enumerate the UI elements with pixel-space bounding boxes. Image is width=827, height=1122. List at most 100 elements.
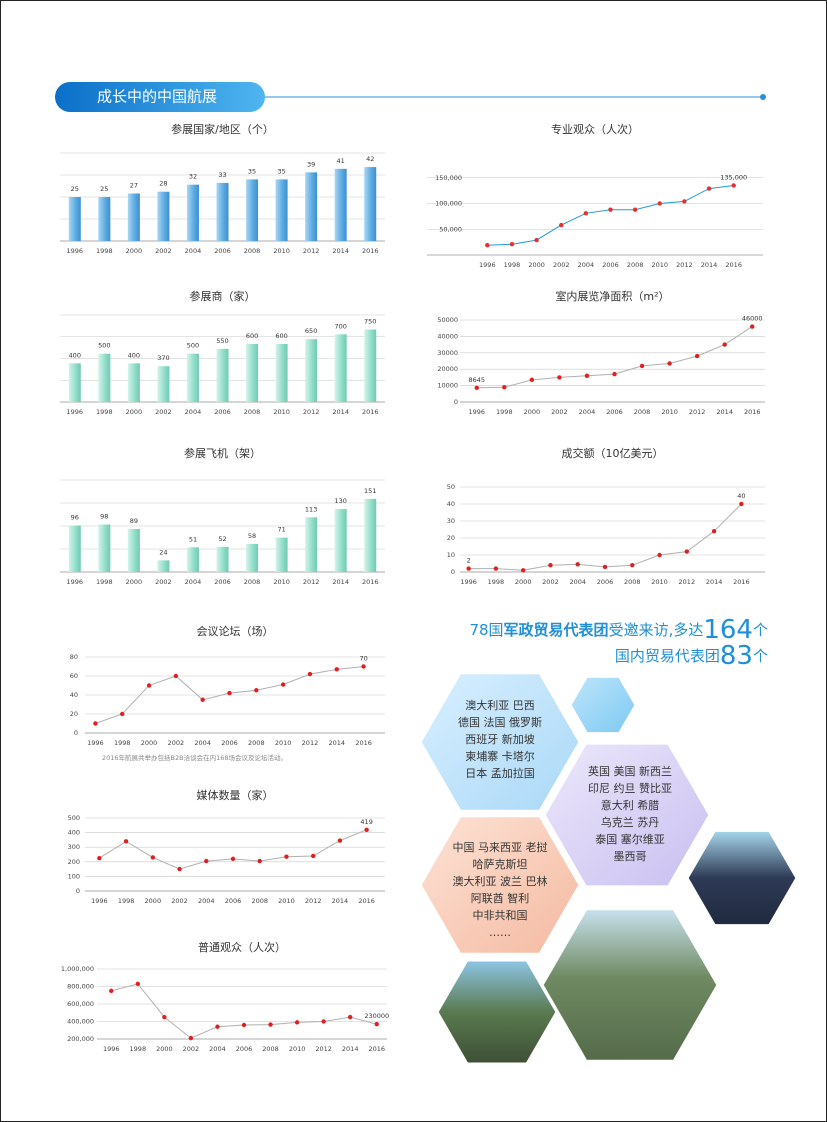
- data-point: [162, 1014, 167, 1020]
- x-tick-label: 1998: [118, 897, 135, 905]
- y-tick-label: 50: [447, 483, 455, 491]
- data-point: [608, 207, 613, 212]
- data-label: 58: [248, 532, 256, 540]
- data-label: 600: [275, 332, 287, 340]
- y-tick-label: 30: [447, 517, 455, 525]
- x-tick-label: 2004: [209, 1045, 226, 1053]
- x-tick-label: 2008: [262, 1045, 279, 1053]
- x-tick-label: 2012: [315, 1045, 332, 1053]
- data-point: [722, 342, 727, 347]
- y-tick-label: 10: [447, 551, 455, 559]
- country-list: 意大利 希腊: [601, 798, 660, 812]
- data-point: [150, 855, 156, 860]
- x-tick-label: 1998: [130, 1045, 147, 1053]
- bar: [246, 344, 259, 402]
- data-label: 32: [189, 173, 197, 181]
- bar: [275, 537, 288, 572]
- data-point: [241, 1022, 247, 1028]
- x-tick-label: 2008: [248, 739, 265, 747]
- photo: [540, 907, 720, 1063]
- x-tick-label: 2004: [578, 261, 595, 269]
- data-point: [583, 211, 589, 216]
- bar: [305, 339, 318, 402]
- data-point: [97, 855, 102, 861]
- x-tick-label: 2002: [155, 578, 172, 586]
- chart-title: 参展商（家）: [190, 289, 256, 303]
- data-point: [485, 243, 490, 248]
- x-tick-label: 1998: [96, 247, 113, 255]
- x-tick-label: 2000: [156, 1045, 173, 1053]
- x-tick-label: 2002: [551, 408, 568, 416]
- data-label: 500: [98, 342, 110, 350]
- bar: [246, 179, 259, 241]
- chart-title: 专业观众（人次）: [551, 122, 639, 136]
- hexagon: [418, 814, 582, 956]
- bar: [127, 528, 140, 572]
- chart-title: 参展国家/地区（个）: [171, 122, 274, 136]
- data-label: 28: [159, 180, 167, 188]
- y-tick-label: 20: [70, 710, 78, 718]
- country-list: 印尼 约旦 赞比亚: [588, 782, 672, 795]
- x-tick-label: 2006: [225, 897, 242, 905]
- data-point: [204, 858, 209, 864]
- country-list: 英国 美国 新西兰: [588, 764, 672, 778]
- data-point: [280, 682, 286, 687]
- data-point: [284, 854, 289, 859]
- data-point: [230, 856, 236, 862]
- x-tick-label: 2010: [273, 578, 290, 586]
- x-tick-label: 2016: [368, 1045, 385, 1053]
- data-point: [639, 363, 645, 369]
- x-tick-label: 2016: [362, 408, 379, 416]
- x-tick-label: 2012: [302, 739, 319, 747]
- data-label: 24: [159, 548, 167, 556]
- x-tick-label: 2000: [126, 578, 143, 586]
- data-label: 370: [157, 354, 169, 362]
- data-label: 135,000: [720, 173, 747, 181]
- header-pill: [55, 82, 265, 112]
- y-tick-label: 0: [74, 729, 78, 737]
- promo-text: 个: [753, 621, 768, 639]
- country-list: 德国 法国 俄罗斯: [458, 715, 542, 729]
- data-label: 25: [71, 185, 79, 193]
- hexagon: [542, 741, 712, 889]
- bar: [127, 193, 140, 241]
- bar: [98, 353, 111, 402]
- y-tick-label: 400,000: [67, 1018, 94, 1026]
- x-tick-label: 1998: [504, 261, 521, 269]
- x-tick-label: 2000: [126, 408, 143, 416]
- x-tick-label: 2006: [606, 408, 623, 416]
- x-tick-label: 2016: [362, 247, 379, 255]
- x-tick-label: 2014: [716, 408, 733, 416]
- data-label: 8645: [468, 376, 485, 384]
- bar: [305, 517, 318, 572]
- x-tick-label: 2006: [236, 1045, 253, 1053]
- country-list: 墨西哥: [614, 850, 647, 863]
- x-tick-label: 1996: [87, 739, 104, 747]
- y-tick-label: 200,000: [67, 1035, 94, 1043]
- data-label: 39: [307, 160, 315, 168]
- photo: [685, 828, 799, 928]
- x-tick-label: 2008: [244, 408, 261, 416]
- y-tick-label: 0: [454, 398, 458, 406]
- bar: [334, 334, 347, 402]
- x-tick-label: 1998: [96, 578, 113, 586]
- bar: [275, 179, 288, 241]
- hexagon: [418, 671, 582, 813]
- x-tick-label: 2000: [524, 408, 541, 416]
- data-point: [135, 981, 141, 987]
- x-tick-label: 2010: [651, 578, 668, 586]
- data-point: [374, 1021, 379, 1027]
- x-tick-label: 2004: [185, 578, 202, 586]
- data-point: [120, 711, 125, 717]
- y-tick-label: 20: [447, 534, 455, 542]
- data-point: [667, 361, 672, 366]
- x-tick-label: 2010: [273, 408, 290, 416]
- data-point: [657, 552, 662, 558]
- bar: [275, 344, 288, 402]
- data-label: 500: [187, 342, 199, 350]
- data-point: [188, 1035, 194, 1041]
- data-point: [177, 866, 182, 872]
- data-label: 750: [364, 318, 376, 326]
